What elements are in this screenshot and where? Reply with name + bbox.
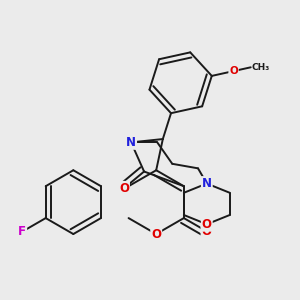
Text: N: N xyxy=(126,136,136,149)
Text: O: O xyxy=(151,227,161,241)
Text: O: O xyxy=(202,225,212,238)
Text: O: O xyxy=(119,182,129,195)
Text: CH₃: CH₃ xyxy=(252,63,270,72)
Text: N: N xyxy=(202,177,212,190)
Text: F: F xyxy=(18,225,26,238)
Text: O: O xyxy=(229,66,238,76)
Text: O: O xyxy=(202,218,212,231)
